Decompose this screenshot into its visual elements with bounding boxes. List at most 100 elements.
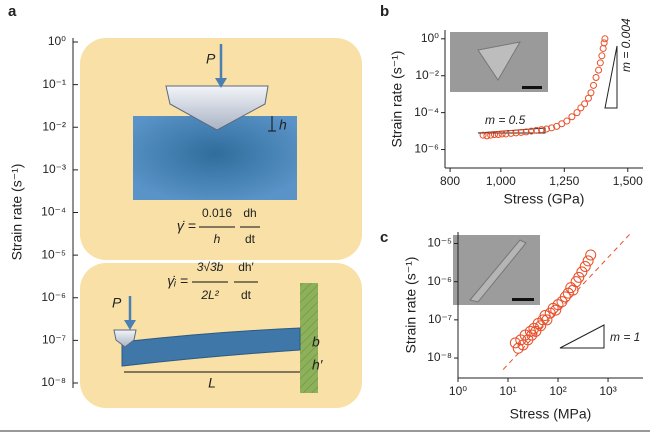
data-point: [498, 130, 506, 138]
y-tick-label: 10⁻⁴: [41, 205, 66, 219]
data-point: [592, 74, 600, 82]
y-tick-label: 10⁻³: [42, 162, 66, 176]
y-tick-label: 10⁻⁶: [41, 290, 66, 304]
y-tick-label: 10⁻⁵: [41, 247, 66, 261]
y-tick-label: 10⁻²: [42, 119, 66, 133]
data-point: [582, 255, 594, 267]
data-point: [601, 35, 609, 43]
equation-numerator: 0.016: [202, 206, 232, 220]
scale-bar: [512, 298, 534, 301]
x-axis-label: Stress (MPa): [510, 406, 592, 422]
y-tick-label: 10⁻⁶: [427, 274, 452, 288]
y-tick-label: 10⁰: [421, 31, 439, 45]
data-point: [585, 249, 597, 261]
scale-bar: [522, 86, 542, 89]
arrow-head: [215, 78, 227, 88]
data-point: [526, 329, 538, 341]
data-point: [587, 89, 595, 97]
data-point: [590, 81, 597, 89]
annotation: m = 1: [610, 330, 640, 344]
beam: [121, 327, 301, 367]
y-axis-label: Strain rate (s⁻¹): [389, 51, 405, 148]
deflection-label: h′: [312, 357, 324, 373]
equation-numerator: 3√3b: [197, 260, 224, 274]
y-tick-label: 10⁻¹: [42, 77, 66, 91]
panel-label: b: [380, 3, 389, 20]
data-point: [532, 126, 540, 134]
data-point: [573, 109, 581, 117]
slope-triangle: [559, 324, 605, 349]
data-point: [565, 282, 577, 294]
equation-denominator: 2L²: [200, 288, 219, 302]
x-tick-label: 10²: [549, 384, 566, 398]
arrow-head: [124, 320, 136, 330]
data-point: [527, 127, 535, 135]
data-point: [507, 129, 515, 137]
data-point: [550, 304, 562, 316]
specimen: [133, 116, 297, 200]
data-point: [576, 266, 588, 278]
data-point: [494, 131, 502, 139]
equation-numerator: dh′: [238, 260, 254, 274]
data-point: [509, 337, 521, 349]
equation-lhs: γ̇ =: [177, 218, 196, 234]
x-tick-label: 1,000: [486, 174, 516, 188]
force-label: P: [112, 295, 122, 311]
pyramid-imprint: [477, 41, 521, 81]
y-tick-label: 10⁻⁵: [427, 236, 452, 250]
data-point: [541, 314, 553, 326]
data-point: [502, 130, 510, 138]
equation-denominator: dt: [245, 232, 256, 246]
data-point: [479, 131, 487, 139]
data-point: [600, 39, 608, 47]
equation-denominator: dt: [241, 288, 252, 302]
data-point: [599, 44, 607, 52]
data-point: [512, 129, 520, 137]
annotation: m = 0.004: [619, 18, 633, 72]
y-tick-label: 10⁻⁴: [414, 105, 439, 119]
data-point: [491, 131, 498, 139]
axis-label: Strain rate (s⁻¹): [9, 164, 25, 261]
data-point: [559, 291, 571, 303]
data-point: [595, 66, 603, 74]
force-label: P: [206, 51, 216, 67]
x-tick-label: 1,250: [549, 174, 579, 188]
data-point: [596, 59, 604, 67]
data-point: [487, 131, 495, 139]
data-point: [543, 125, 551, 133]
depth-label: h: [279, 117, 287, 133]
indenter: [113, 329, 137, 348]
data-point: [584, 94, 592, 102]
y-tick-label: 10⁻⁷: [428, 312, 452, 326]
data-point: [552, 299, 564, 311]
data-point: [577, 104, 585, 112]
y-tick-label: 10⁰: [48, 34, 66, 48]
panel-label: c: [380, 229, 388, 246]
y-tick-label: 10⁻⁷: [42, 333, 66, 347]
panel-label: a: [8, 3, 17, 20]
data-point: [573, 271, 585, 283]
indenter: [165, 85, 269, 131]
y-tick-label: 10⁻⁶: [414, 142, 439, 156]
thickness-label: b: [312, 334, 320, 350]
data-point: [483, 132, 491, 140]
data-point: [568, 113, 576, 121]
equation-numerator: dh: [243, 206, 256, 220]
equation-lhs: γ̇ᵢ =: [167, 273, 188, 289]
annotation: m = 0.5: [485, 113, 526, 127]
length-label: L: [208, 375, 216, 391]
wall-hatch: [300, 283, 318, 393]
data-point: [548, 124, 556, 132]
data-point: [563, 117, 571, 125]
slope-triangle: [604, 45, 618, 109]
y-tick-label: 10⁻²: [415, 68, 439, 82]
x-tick-label: 10³: [599, 384, 616, 398]
x-axis-label: Stress (GPa): [504, 191, 585, 207]
y-tick-label: 10⁻⁸: [427, 350, 452, 364]
cantilever-image: [469, 239, 527, 303]
data-point: [522, 128, 530, 136]
data-point: [537, 126, 545, 134]
equation-denominator: h: [214, 232, 221, 246]
y-tick-label: 10⁻⁸: [41, 375, 66, 389]
